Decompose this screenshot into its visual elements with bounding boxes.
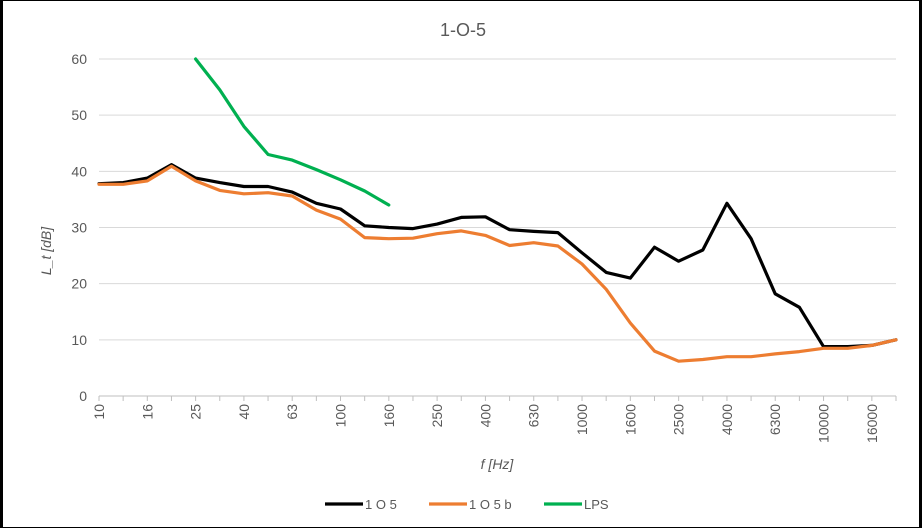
x-tick-label: 250 [429, 404, 445, 428]
x-tick-label: 10000 [816, 404, 832, 443]
x-tick-label: 16000 [864, 404, 880, 443]
y-tick-labels: 0 10 20 30 40 50 60 [71, 51, 87, 404]
x-tick-label: 2500 [671, 404, 687, 435]
x-tick-label: 25 [188, 404, 204, 420]
series-lines [97, 57, 898, 363]
x-tick-labels: 10 16 25 40 63 100 160 250 400 630 1000 1600 2500 400… [91, 404, 880, 443]
series-line [97, 164, 898, 363]
y-axis-label: L_t [dB] [38, 226, 54, 275]
x-tick-label: 630 [526, 404, 542, 428]
x-tick-label: 6300 [767, 404, 783, 435]
y-gridlines [99, 58, 896, 341]
series-line [194, 57, 391, 207]
x-tick-label: 16 [139, 404, 155, 420]
y-tick-label: 50 [71, 107, 87, 123]
x-tick-label: 40 [236, 404, 252, 420]
y-tick-label: 20 [71, 276, 87, 292]
series-line [97, 163, 898, 349]
y-tick-label: 0 [79, 388, 87, 404]
x-tick-label: 400 [477, 404, 493, 428]
y-tick-label: 10 [71, 332, 87, 348]
legend-label: 1 O 5 b [469, 497, 512, 512]
y-tick-label: 30 [71, 220, 87, 236]
x-axis-label: f [Hz] [481, 456, 515, 472]
legend-label: LPS [584, 497, 609, 512]
y-tick-label: 40 [71, 163, 87, 179]
y-tick-label: 60 [71, 51, 87, 67]
legend: 1 O 5 1 O 5 b LPS [325, 497, 609, 512]
x-tick-label: 63 [284, 404, 300, 420]
x-axis [98, 395, 897, 401]
x-tick-label: 1000 [574, 404, 590, 435]
x-tick-label: 160 [381, 404, 397, 428]
chart-title: 1-O-5 [440, 20, 486, 40]
x-tick-label: 4000 [719, 404, 735, 435]
x-tick-label: 1600 [622, 404, 638, 435]
x-tick-label: 10 [91, 404, 107, 420]
x-tick-label: 100 [333, 404, 349, 428]
legend-label: 1 O 5 [365, 497, 397, 512]
